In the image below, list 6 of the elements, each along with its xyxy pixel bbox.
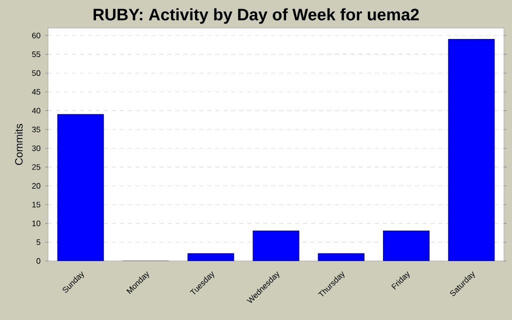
bar (58, 114, 104, 261)
y-axis-title: Commits (14, 124, 23, 165)
bar (383, 230, 430, 261)
bar (253, 230, 300, 261)
bar (448, 39, 495, 261)
chart-title: RUBY: Activity by Day of Week for uema2 (94, 8, 419, 24)
